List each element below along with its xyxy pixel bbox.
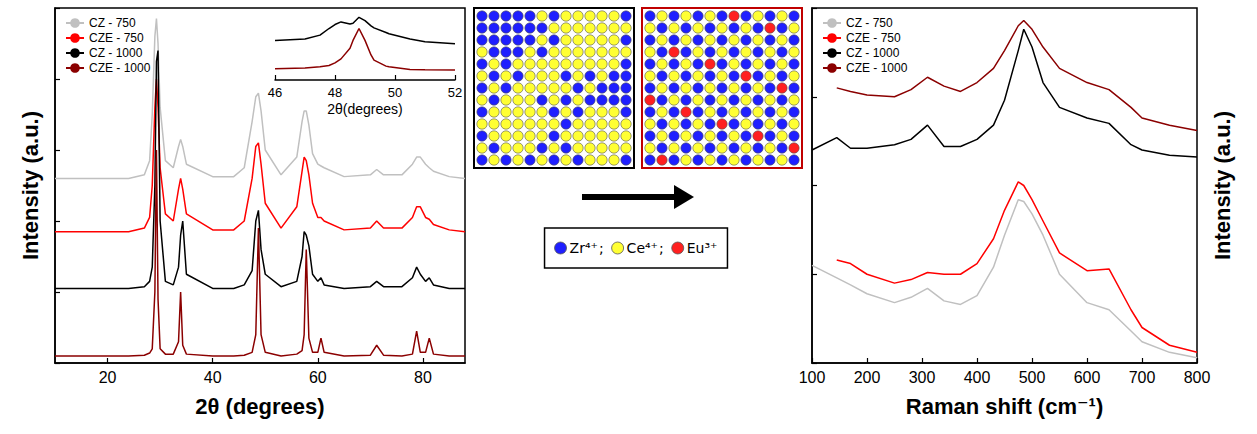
svg-text:50: 50 bbox=[388, 85, 402, 100]
svg-text:Intensity (a.u.): Intensity (a.u.) bbox=[1210, 111, 1235, 260]
svg-text:500: 500 bbox=[1019, 369, 1046, 386]
svg-text:400: 400 bbox=[964, 369, 991, 386]
svg-text:;: ; bbox=[599, 240, 604, 256]
svg-text:Raman shift (cm⁻¹): Raman shift (cm⁻¹) bbox=[906, 394, 1103, 419]
svg-text:800: 800 bbox=[1184, 369, 1211, 386]
svg-text:Intensity (a.u.): Intensity (a.u.) bbox=[18, 111, 43, 260]
svg-text:100: 100 bbox=[799, 369, 826, 386]
svg-text:2θ(degrees): 2θ(degrees) bbox=[327, 101, 403, 117]
svg-text:CZE - 750: CZE - 750 bbox=[89, 31, 144, 45]
svg-text:CZ - 1000: CZ - 1000 bbox=[846, 46, 900, 60]
svg-text:Zr⁴⁺: Zr⁴⁺ bbox=[570, 240, 598, 256]
svg-text:Ce⁴⁺: Ce⁴⁺ bbox=[627, 240, 658, 256]
svg-text:;: ; bbox=[659, 240, 664, 256]
svg-text:CZ - 750: CZ - 750 bbox=[89, 16, 136, 30]
svg-text:46: 46 bbox=[268, 85, 282, 100]
svg-text:40: 40 bbox=[204, 369, 222, 386]
svg-text:200: 200 bbox=[854, 369, 881, 386]
svg-text:CZ - 750: CZ - 750 bbox=[846, 16, 893, 30]
svg-text:CZE - 750: CZE - 750 bbox=[846, 31, 901, 45]
svg-text:600: 600 bbox=[1074, 369, 1101, 386]
svg-text:60: 60 bbox=[309, 369, 327, 386]
svg-text:52: 52 bbox=[448, 85, 462, 100]
svg-text:CZE - 1000: CZE - 1000 bbox=[89, 61, 151, 75]
svg-text:48: 48 bbox=[328, 85, 342, 100]
svg-text:Eu³⁺: Eu³⁺ bbox=[687, 240, 718, 256]
svg-text:2θ (degrees): 2θ (degrees) bbox=[195, 394, 324, 419]
svg-text:CZ - 1000: CZ - 1000 bbox=[89, 46, 143, 60]
svg-text:20: 20 bbox=[99, 369, 117, 386]
svg-text:700: 700 bbox=[1129, 369, 1156, 386]
svg-text:80: 80 bbox=[414, 369, 432, 386]
svg-text:300: 300 bbox=[909, 369, 936, 386]
svg-text:CZE - 1000: CZE - 1000 bbox=[846, 61, 908, 75]
